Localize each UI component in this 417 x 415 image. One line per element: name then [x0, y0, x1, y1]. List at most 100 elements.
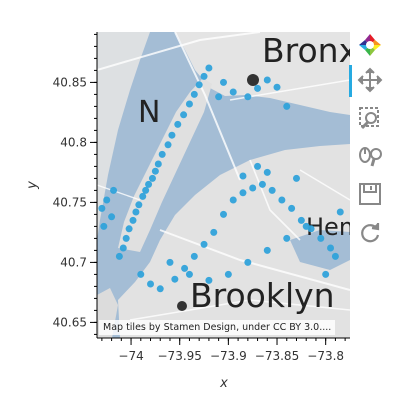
- attribution-link[interactable]: Stamen Design: [163, 322, 237, 333]
- data-point: [263, 246, 271, 254]
- active-tool-indicator: [349, 65, 352, 97]
- data-point: [283, 234, 291, 242]
- data-point: [254, 162, 262, 170]
- data-point: [283, 102, 291, 110]
- data-point: [147, 280, 155, 288]
- data-point: [220, 210, 227, 218]
- data-point: [129, 216, 137, 224]
- y-tick-label: 40.75: [53, 195, 87, 209]
- map-label-hem: Hem: [306, 213, 362, 241]
- data-point: [108, 213, 116, 221]
- data-point: [239, 172, 247, 180]
- data-point: [166, 258, 174, 266]
- x-tick-label: −73.85: [255, 349, 299, 363]
- y-axis-title: y: [25, 181, 40, 190]
- data-point: [180, 111, 188, 119]
- map-label-n: N: [138, 95, 160, 130]
- data-point: [278, 196, 286, 204]
- y-tick-label: 40.85: [53, 75, 87, 89]
- data-point: [200, 72, 208, 80]
- x-axis-title: x: [219, 376, 228, 391]
- data-point: [190, 90, 198, 98]
- data-point: [322, 270, 330, 278]
- data-point: [263, 76, 271, 84]
- y-axis-ticks: 40.65 40.7 40.75 40.8 40.85: [53, 33, 97, 335]
- data-point: [174, 120, 182, 128]
- data-point: [220, 78, 227, 86]
- map-tiles[interactable]: Bronx Brooklyn N Hem: [97, 31, 362, 338]
- data-point: [154, 160, 162, 168]
- x-tick-label: −73.8: [307, 349, 344, 363]
- data-point: [110, 186, 118, 194]
- data-point: [142, 186, 150, 194]
- map-label-brooklyn: Brooklyn: [190, 276, 335, 315]
- data-point: [168, 131, 176, 139]
- data-point: [164, 141, 172, 149]
- data-point: [122, 234, 130, 242]
- box-zoom-icon[interactable]: [357, 105, 383, 131]
- data-point: [302, 222, 310, 230]
- data-point: [103, 196, 111, 204]
- data-point: [244, 258, 252, 266]
- reset-icon[interactable]: [357, 220, 383, 246]
- x-tick-label: −73.95: [158, 349, 202, 363]
- data-point: [151, 167, 159, 175]
- data-point: [205, 276, 213, 284]
- data-point: [258, 180, 266, 188]
- data-point: [181, 264, 189, 272]
- x-axis-ticks: −74 −73.95 −73.9 −73.85 −73.8: [101, 338, 346, 363]
- data-point: [229, 196, 237, 204]
- data-point: [317, 234, 325, 242]
- data-point: [139, 192, 147, 200]
- data-point: [195, 81, 203, 89]
- bokeh-logo-icon[interactable]: [357, 32, 383, 58]
- data-point: [135, 201, 143, 209]
- data-point: [288, 204, 296, 212]
- data-point: [190, 252, 198, 260]
- data-point: [244, 93, 252, 101]
- data-point: [156, 285, 164, 293]
- data-point: [210, 228, 218, 236]
- attribution-suffix: , under CC BY 3.0....: [236, 322, 332, 333]
- data-point: [185, 100, 193, 108]
- data-point: [185, 270, 193, 278]
- data-point: [98, 204, 106, 212]
- data-point: [115, 252, 123, 260]
- data-point: [239, 189, 247, 197]
- x-tick-label: −73.9: [210, 349, 247, 363]
- data-point: [200, 240, 208, 248]
- y-tick-label: 40.7: [60, 255, 87, 269]
- wheel-zoom-icon[interactable]: [357, 144, 383, 170]
- map-attribution: Map tiles by Stamen Design, under CC BY …: [99, 320, 336, 335]
- save-icon[interactable]: [357, 181, 383, 207]
- data-point: [148, 174, 156, 182]
- data-point: [145, 180, 153, 188]
- data-point: [297, 216, 305, 224]
- data-point: [327, 244, 335, 252]
- data-point: [158, 150, 166, 158]
- data-point: [273, 83, 281, 91]
- map-label-bronx: Bronx: [262, 31, 358, 70]
- data-point: [125, 225, 133, 233]
- data-point: [336, 208, 344, 216]
- data-point: [224, 270, 232, 278]
- data-point: [229, 88, 237, 96]
- data-point: [171, 275, 179, 283]
- data-point: [263, 168, 271, 176]
- plot-toolbar: [355, 30, 385, 255]
- data-point: [205, 64, 213, 72]
- data-point: [137, 270, 145, 278]
- data-point: [119, 244, 127, 252]
- data-point: [100, 222, 108, 230]
- data-point: [215, 93, 223, 101]
- y-tick-label: 40.8: [60, 135, 87, 149]
- attribution-prefix: Map tiles by: [103, 322, 164, 333]
- scatter-points: [98, 64, 344, 293]
- y-tick-label: 40.65: [53, 315, 87, 329]
- x-tick-label: −74: [118, 349, 143, 363]
- pan-tool-icon[interactable]: [357, 67, 383, 93]
- data-point: [254, 84, 262, 92]
- data-point: [249, 184, 257, 192]
